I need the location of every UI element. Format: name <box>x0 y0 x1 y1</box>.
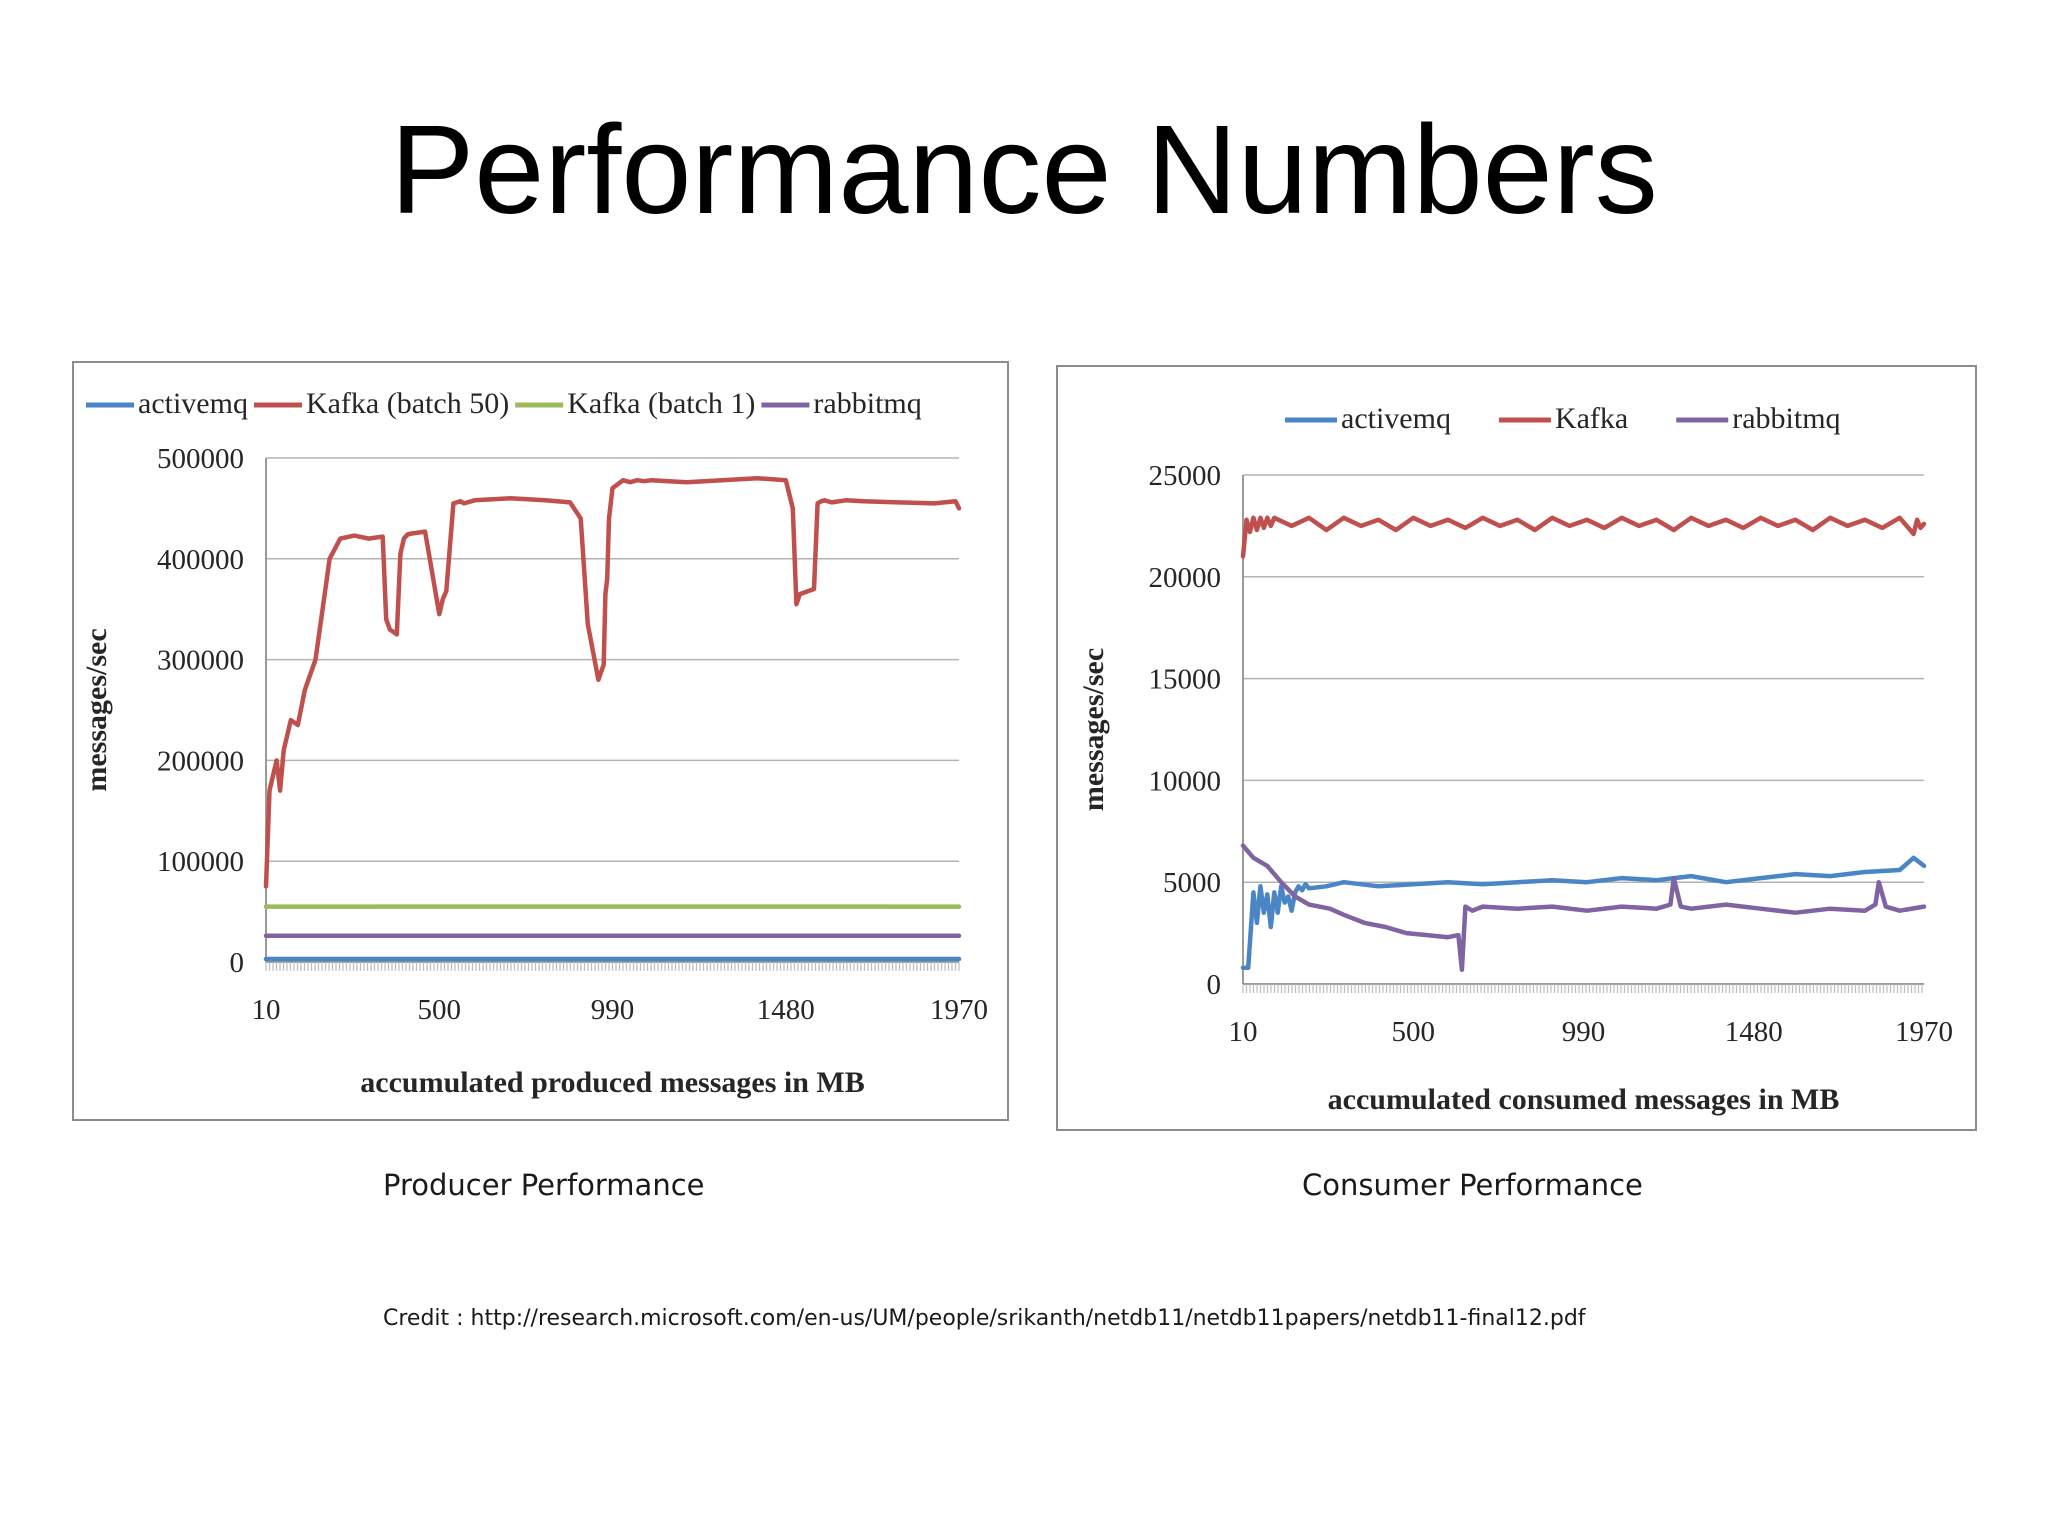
x-tick-label: 990 <box>591 994 635 1026</box>
y-tick-label: 5000 <box>1163 867 1221 899</box>
legend-label-rabbitmq: rabbitmq <box>1732 402 1840 435</box>
credit-line: Credit : http://research.microsoft.com/e… <box>383 1306 1586 1331</box>
consumer-series-activemq <box>1240 855 1927 970</box>
slide-title: Performance Numbers <box>390 99 1658 240</box>
legend-label-kafka: Kafka <box>1555 402 1628 435</box>
y-tick-label: 500000 <box>157 443 244 475</box>
x-tick-label: 500 <box>418 994 462 1026</box>
consumer-chart: 0 5000 10000 15000 20000 25000 10 500 990 1480 197… <box>1056 365 1977 1131</box>
y-tick-label: 25000 <box>1149 460 1222 492</box>
x-tick-label: 10 <box>252 994 281 1026</box>
consumer-series-kafka <box>1240 515 1927 559</box>
legend-label-activemq: activemq <box>1341 402 1451 435</box>
legend-label-kafka-batch-1: Kafka (batch 1) <box>567 387 755 420</box>
consumer-chart-svg: 0 5000 10000 15000 20000 25000 10 500 990 1480 197… <box>1077 402 1953 1116</box>
y-tick-label: 0 <box>1207 969 1222 1001</box>
y-axis-title: messages/sec <box>80 628 113 791</box>
consumer-caption: Consumer Performance <box>1302 1168 1643 1202</box>
consumer-series-rabbitmq <box>1240 843 1927 972</box>
legend-label-activemq: activemq <box>138 387 248 420</box>
x-tick-label: 990 <box>1562 1016 1606 1048</box>
producer-series-kafka-batch-50 <box>263 475 962 889</box>
x-tick-label: 10 <box>1229 1016 1258 1048</box>
y-tick-label: 0 <box>230 947 245 979</box>
x-tick-label: 1970 <box>1895 1016 1953 1048</box>
x-tick-label: 1480 <box>1725 1016 1783 1048</box>
producer-chart-svg: 0 100000 200000 300000 400000 500000 10 500 990 1… <box>80 387 988 1099</box>
y-tick-label: 20000 <box>1149 562 1222 594</box>
producer-chart: 0 100000 200000 300000 400000 500000 10 500 990 1… <box>72 361 1009 1121</box>
y-tick-label: 300000 <box>157 645 244 677</box>
x-tick-label: 1970 <box>930 994 988 1026</box>
y-tick-label: 100000 <box>157 846 244 878</box>
y-tick-label: 15000 <box>1149 664 1222 696</box>
x-axis-minor-ticks <box>265 962 960 971</box>
y-axis-title: messages/sec <box>1077 648 1110 811</box>
x-tick-label: 500 <box>1392 1016 1436 1048</box>
y-tick-label: 10000 <box>1149 765 1222 797</box>
x-axis-title: accumulated produced messages in MB <box>360 1066 864 1099</box>
producer-caption: Producer Performance <box>383 1168 705 1202</box>
y-tick-label: 200000 <box>157 745 244 777</box>
legend-label-kafka-batch-50: Kafka (batch 50) <box>306 387 509 420</box>
x-tick-label: 1480 <box>757 994 815 1026</box>
x-axis-minor-ticks <box>1242 984 1923 993</box>
legend-label-rabbitmq: rabbitmq <box>813 387 921 420</box>
y-tick-label: 400000 <box>157 544 244 576</box>
x-axis-title: accumulated consumed messages in MB <box>1328 1083 1840 1116</box>
